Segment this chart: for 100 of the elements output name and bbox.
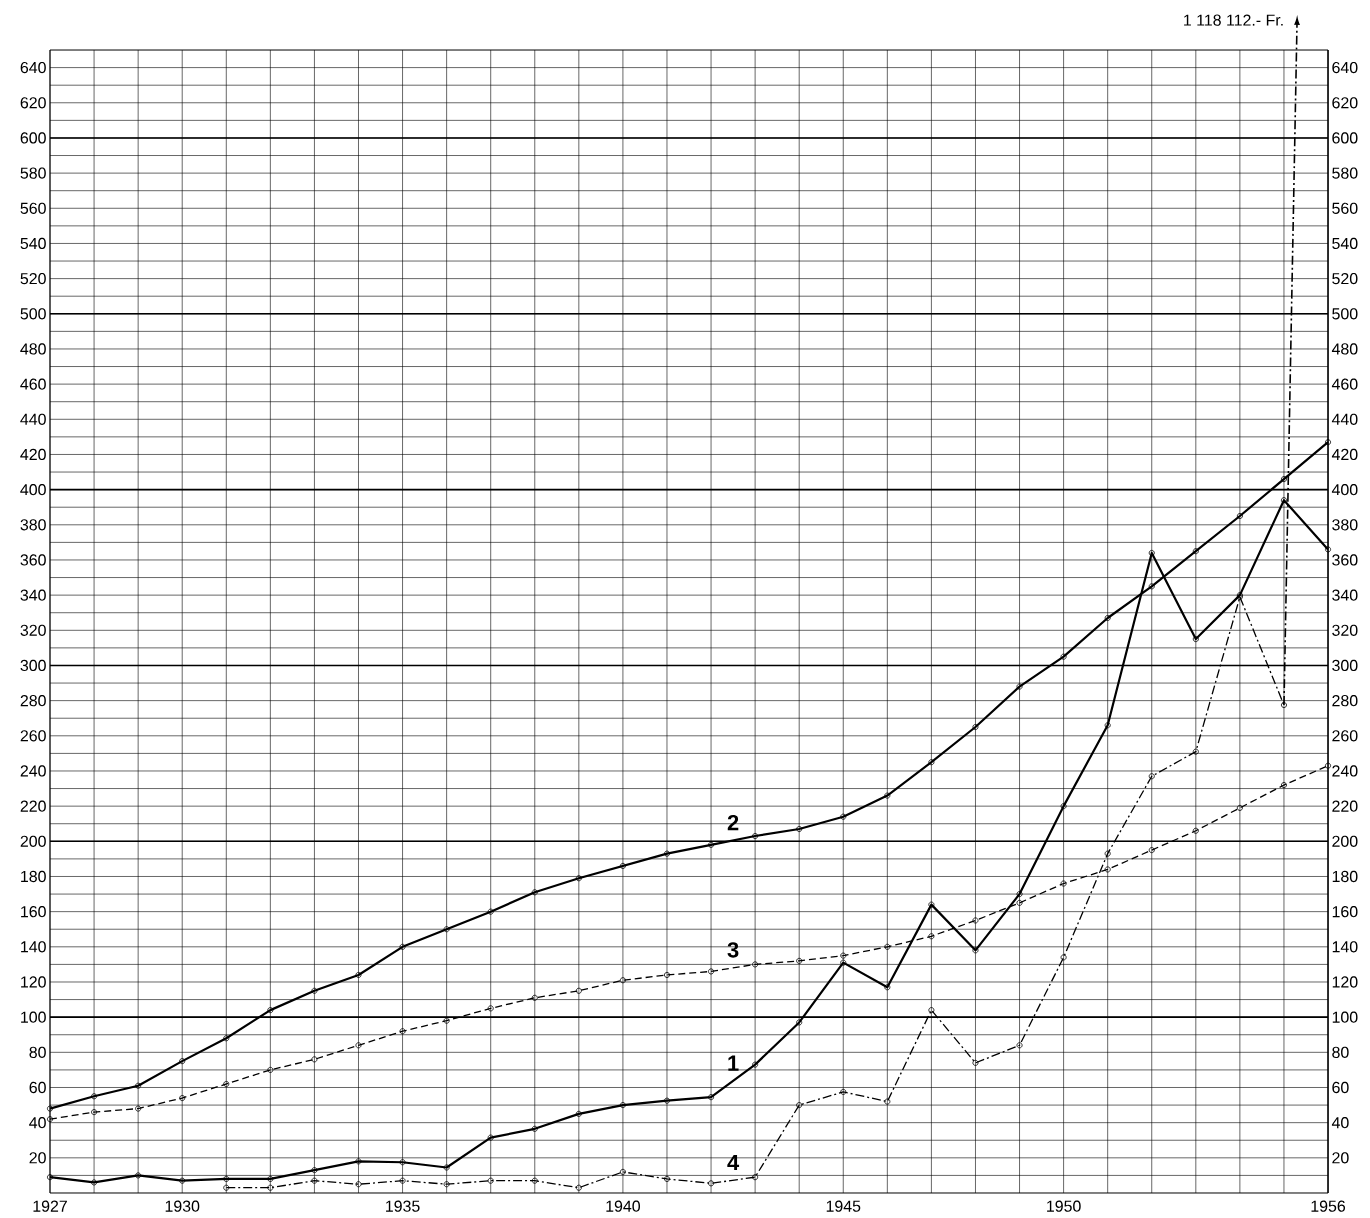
y2-tick-label: 560 <box>1332 202 1358 214</box>
series-label: 2 <box>727 814 739 831</box>
point <box>47 1105 53 1112</box>
point <box>884 984 891 991</box>
y-tick-label: 420 <box>20 448 46 461</box>
point <box>1325 762 1332 769</box>
y2-tick-label: 400 <box>1331 483 1358 496</box>
y-tick-label: 440 <box>20 413 46 425</box>
y2-tick-label: 500 <box>1332 308 1358 320</box>
point <box>443 1017 450 1024</box>
point <box>1148 773 1155 780</box>
point <box>1236 513 1243 519</box>
y2-tick-label: 300 <box>1332 659 1358 672</box>
point <box>575 1184 582 1191</box>
point <box>796 1102 803 1109</box>
point <box>399 943 406 950</box>
x-tick-label: 1956 <box>1311 1200 1346 1212</box>
point <box>1060 880 1067 887</box>
point <box>972 947 979 954</box>
y-tick-label: 60 <box>29 1081 46 1094</box>
point <box>487 908 494 915</box>
series-label: 4 <box>727 1154 740 1171</box>
point <box>1280 476 1287 483</box>
point <box>1060 954 1067 961</box>
y-tick-label: 620 <box>20 97 46 109</box>
y-tick-label: 320 <box>20 624 46 636</box>
point <box>355 1181 362 1188</box>
point <box>1016 1042 1023 1049</box>
y2-tick-label: 240 <box>1332 765 1358 777</box>
point <box>663 1097 670 1104</box>
point <box>531 1177 538 1184</box>
point <box>355 1158 362 1165</box>
y-tick-label: 380 <box>20 519 46 531</box>
point <box>972 917 979 924</box>
point <box>531 1125 538 1132</box>
point <box>928 901 935 908</box>
point <box>884 1098 891 1105</box>
y-tick-label: 100 <box>21 1011 46 1023</box>
y2-tick-label: 220 <box>1332 800 1358 812</box>
point <box>884 943 891 950</box>
point <box>267 1007 274 1014</box>
point <box>91 1093 98 1100</box>
y2-tick-label: 420 <box>1331 448 1358 461</box>
point <box>311 987 318 994</box>
y-tick-label: 520 <box>20 272 46 285</box>
y-tick-label: 140 <box>21 941 46 953</box>
point <box>1192 636 1199 643</box>
y-tick-label: 580 <box>20 167 46 179</box>
point <box>663 850 670 857</box>
point <box>487 1134 494 1141</box>
point <box>179 1177 186 1184</box>
point <box>135 1105 142 1112</box>
point <box>972 1059 979 1066</box>
point <box>1325 439 1332 446</box>
point <box>619 862 626 869</box>
x-tick-label: 1950 <box>1047 1200 1081 1212</box>
point <box>267 1175 274 1182</box>
point <box>1060 653 1067 660</box>
y-tick-label: 480 <box>20 343 46 355</box>
y-tick-label: 340 <box>20 589 46 601</box>
point <box>267 1066 274 1073</box>
y-tick-label: 640 <box>20 61 46 74</box>
y2-tick-label: 160 <box>1332 906 1358 918</box>
y2-tick-label: 180 <box>1332 870 1358 883</box>
point <box>840 1088 847 1095</box>
point <box>1104 722 1111 729</box>
point <box>708 968 715 975</box>
point <box>840 813 847 820</box>
point <box>663 1175 670 1182</box>
point <box>399 1177 406 1184</box>
point <box>1148 583 1155 590</box>
point <box>311 1056 318 1063</box>
text: 1 118 112.- Fr. <box>1184 14 1283 26</box>
point <box>47 1174 53 1181</box>
y-tick-label: 40 <box>29 1117 46 1129</box>
y-tick-label: 200 <box>20 835 46 847</box>
point <box>1192 827 1199 834</box>
y2-tick-label: 320 <box>1332 624 1358 636</box>
point <box>443 1164 450 1171</box>
y-tick-label: 220 <box>20 800 46 812</box>
point <box>443 926 450 933</box>
y-tick-label: 600 <box>20 132 46 144</box>
point <box>1192 748 1199 755</box>
point <box>531 994 538 1001</box>
y-tick-label: 180 <box>21 870 46 883</box>
y2-tick-label: 620 <box>1332 97 1358 109</box>
point <box>928 759 935 766</box>
point <box>399 1159 406 1166</box>
point <box>840 959 847 966</box>
y2-tick-label: 100 <box>1332 1011 1358 1023</box>
point <box>179 1095 186 1102</box>
y2-tick-label: 40 <box>1331 1117 1349 1129</box>
point <box>1104 615 1111 621</box>
point <box>399 1028 406 1035</box>
point <box>752 961 759 968</box>
point <box>223 1175 230 1182</box>
point <box>796 826 803 832</box>
point <box>223 1184 230 1191</box>
y-tick-label: 540 <box>20 237 46 250</box>
y2-tick-label: 260 <box>1332 730 1358 742</box>
